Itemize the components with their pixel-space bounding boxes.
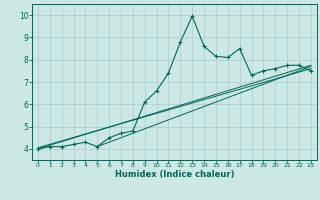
X-axis label: Humidex (Indice chaleur): Humidex (Indice chaleur) — [115, 170, 234, 179]
